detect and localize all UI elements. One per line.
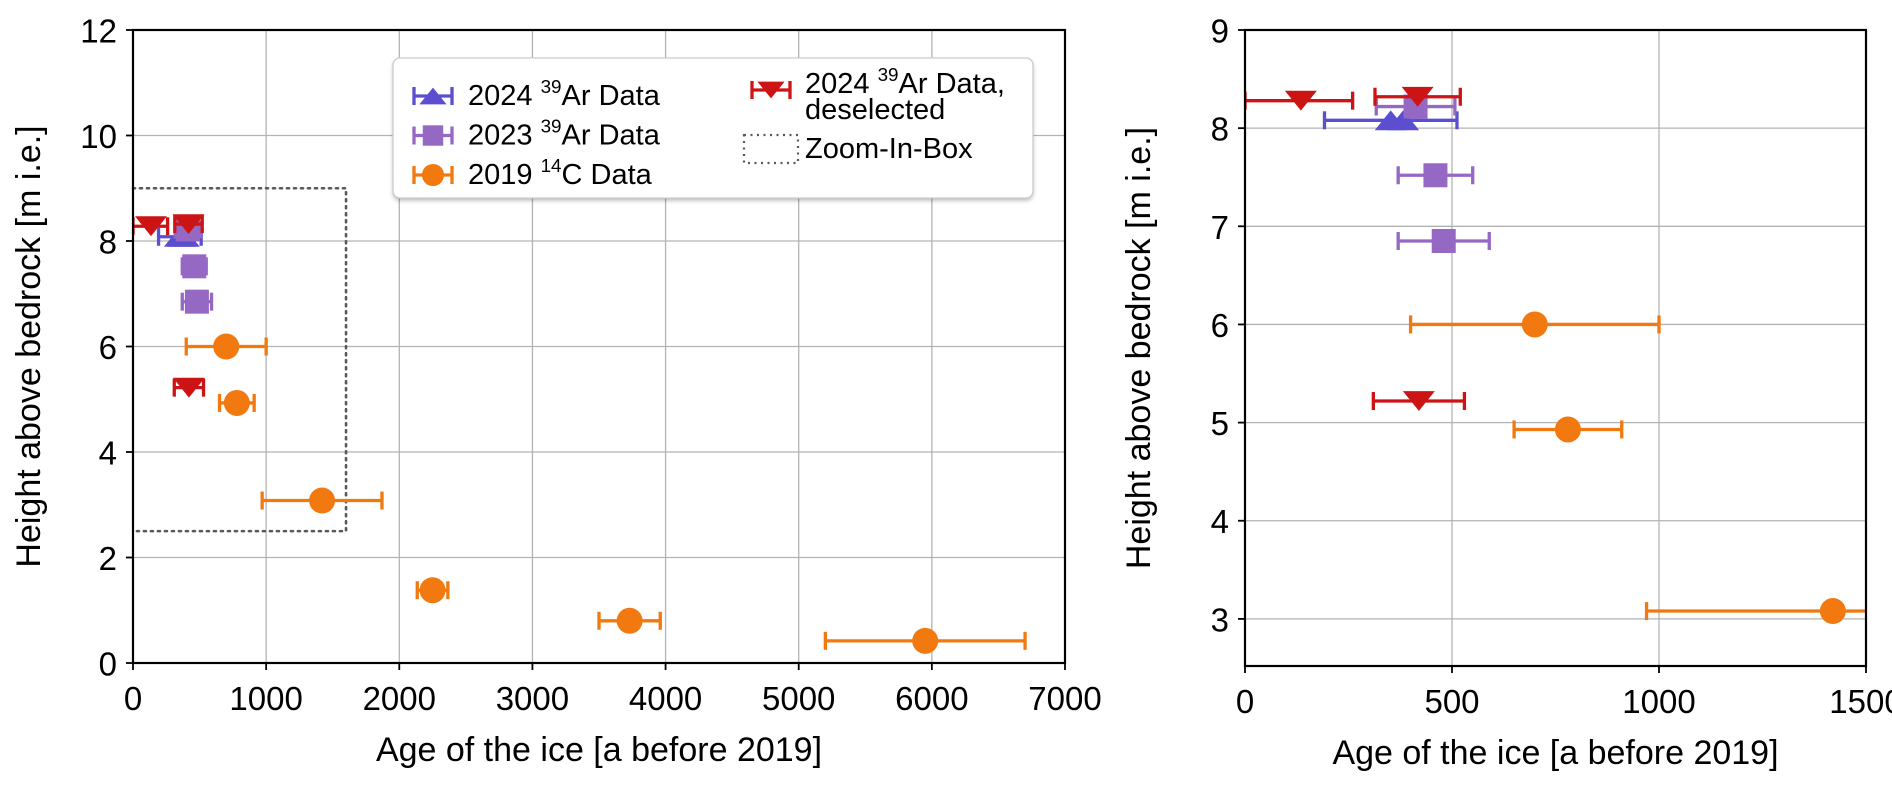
svg-text:0: 0 — [1236, 683, 1254, 720]
svg-text:7000: 7000 — [1028, 680, 1101, 717]
svg-text:6000: 6000 — [895, 680, 968, 717]
svg-text:3: 3 — [1211, 601, 1229, 638]
svg-text:5: 5 — [1211, 405, 1229, 442]
svg-text:1000: 1000 — [229, 680, 302, 717]
svg-text:6: 6 — [99, 329, 117, 366]
svg-text:0: 0 — [99, 646, 117, 683]
svg-text:6: 6 — [1211, 307, 1229, 344]
svg-text:2000: 2000 — [363, 680, 436, 717]
svg-text:8: 8 — [99, 224, 117, 261]
svg-text:1000: 1000 — [1622, 683, 1695, 720]
svg-text:Height above bedrock [m i.e.]: Height above bedrock [m i.e.] — [1120, 127, 1158, 569]
svg-text:2023 39Ar Data: 2023 39Ar Data — [468, 115, 661, 152]
svg-text:2024 39Ar Data: 2024 39Ar Data — [468, 76, 661, 113]
svg-text:3000: 3000 — [496, 680, 569, 717]
svg-text:1500: 1500 — [1829, 683, 1892, 720]
svg-text:12: 12 — [80, 13, 117, 50]
svg-text:Age of the ice [a before 2019]: Age of the ice [a before 2019] — [1332, 734, 1778, 772]
svg-text:Zoom-In-Box: Zoom-In-Box — [805, 133, 973, 165]
svg-text:10: 10 — [80, 118, 117, 155]
svg-text:4: 4 — [1211, 503, 1229, 540]
svg-text:9: 9 — [1211, 13, 1229, 50]
svg-text:deselected: deselected — [805, 94, 945, 126]
svg-text:7: 7 — [1211, 209, 1229, 246]
svg-text:4000: 4000 — [629, 680, 702, 717]
svg-text:2: 2 — [99, 540, 117, 577]
svg-text:0: 0 — [124, 680, 142, 717]
svg-text:5000: 5000 — [762, 680, 835, 717]
svg-text:Height above bedrock [m i.e.]: Height above bedrock [m i.e.] — [10, 125, 48, 567]
svg-text:Age of the ice [a before 2019]: Age of the ice [a before 2019] — [376, 731, 822, 769]
svg-text:8: 8 — [1211, 111, 1229, 148]
svg-text:4: 4 — [99, 435, 117, 472]
svg-text:500: 500 — [1424, 683, 1479, 720]
